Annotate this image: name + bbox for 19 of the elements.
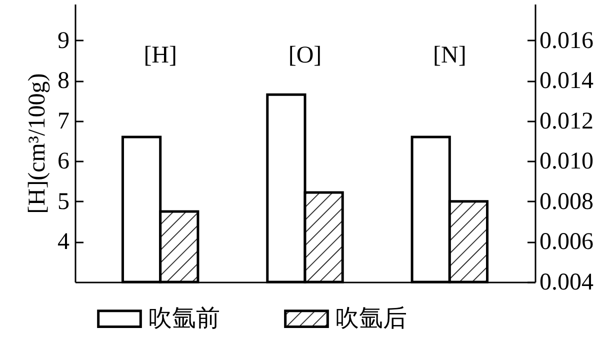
- legend-label: 吹氩前: [148, 306, 220, 332]
- x-tick-label: [O]: [288, 42, 322, 68]
- y-tick-label: 5: [58, 188, 70, 215]
- y2-tick-label: 0.014: [540, 68, 594, 94]
- x-tick-label: [H]: [144, 42, 178, 68]
- y-tick-label: 4: [58, 229, 70, 256]
- y-axis-title: [H](cm³/100g): [24, 73, 50, 214]
- y-tick-label: 6: [58, 148, 70, 175]
- x-tick-label: [N]: [432, 42, 466, 68]
- y2-tick-label: 0.010: [540, 148, 594, 175]
- legend-label: 吹氩后: [335, 306, 407, 332]
- y2-tick-label: 0.012: [540, 108, 594, 134]
- y-tick-label: 8: [58, 68, 70, 94]
- y2-tick-label: 0.016: [540, 28, 594, 54]
- y2-tick-label: 0.008: [540, 188, 594, 215]
- y-tick-label: 7: [58, 108, 70, 134]
- y2-tick-label: 0.004: [540, 270, 594, 296]
- y2-tick-label: 0.006: [540, 229, 594, 256]
- y-tick-label: 9: [58, 28, 70, 54]
